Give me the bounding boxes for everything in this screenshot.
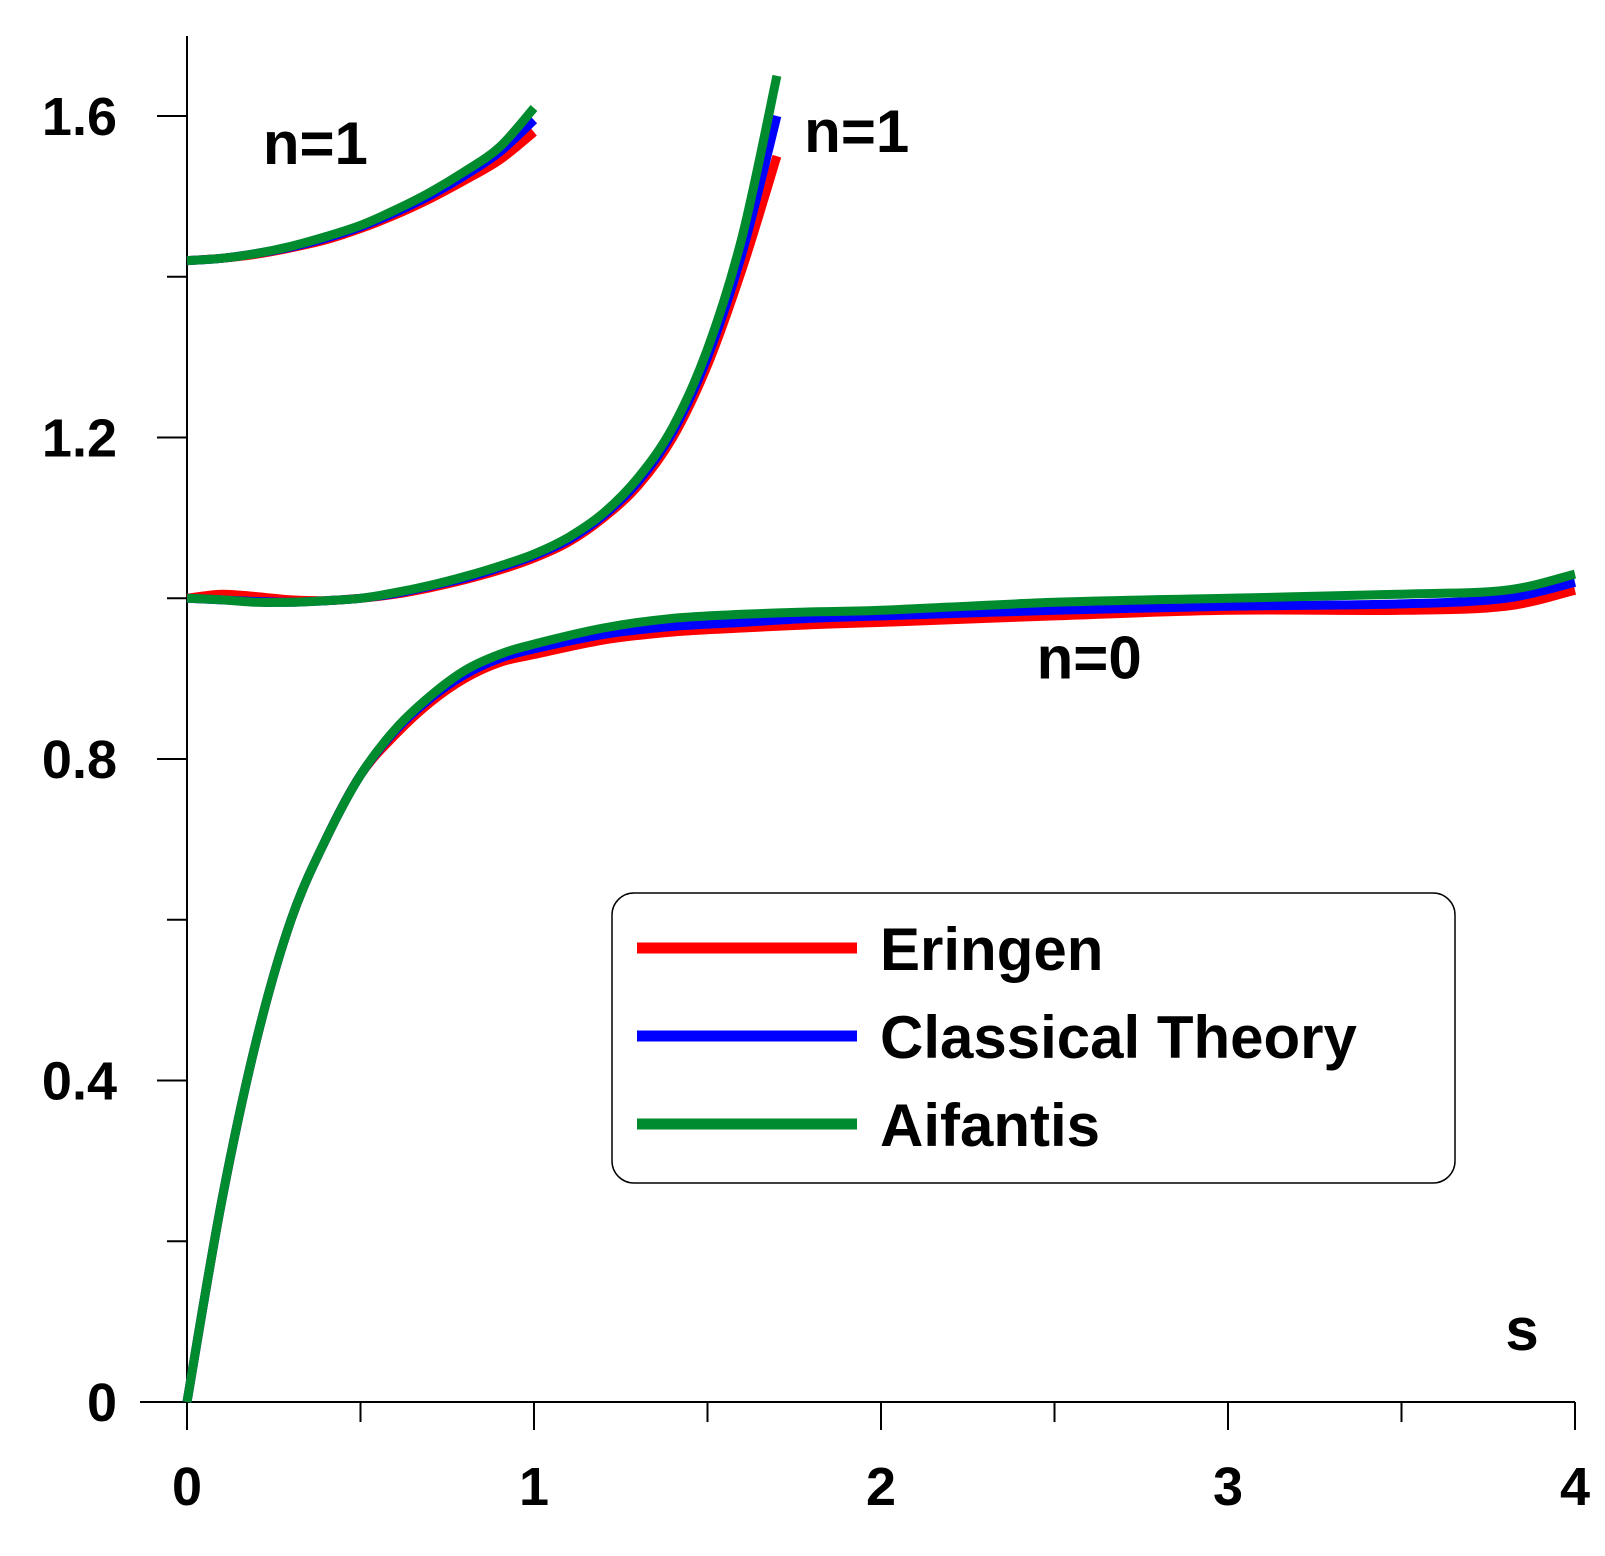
y-tick-label: 0 <box>87 1373 117 1433</box>
series-line-aifantis-n-1-lower <box>186 74 782 608</box>
y-tick-label: 1.2 <box>42 409 117 469</box>
legend-label-eringen: Eringen <box>880 916 1103 983</box>
x-tick-label: 0 <box>172 1457 202 1517</box>
series-line-aifantis-n-0 <box>182 569 1577 1403</box>
axes: 0 1 2 3 4 0 0.4 0.8 1.2 1.6 s <box>42 36 1590 1517</box>
legend-label-aifantis: Aifantis <box>880 1092 1100 1159</box>
legend: Eringen Classical Theory Aifantis <box>611 892 1456 1184</box>
annotations: n=1 n=1 n=0 <box>263 98 1142 691</box>
legend-box <box>611 892 1456 1184</box>
annotation-n-0: n=0 <box>1037 625 1142 692</box>
annotation-n-1: n=1 <box>804 98 909 165</box>
y-tick-label: 0.4 <box>42 1052 117 1112</box>
y-tick-label: 0.8 <box>42 730 117 790</box>
legend-label-classical-theory: Classical Theory <box>880 1004 1358 1071</box>
y-tick-label: 1.6 <box>42 87 117 147</box>
x-axis-label: s <box>1505 1296 1538 1363</box>
annotation-n-1: n=1 <box>263 110 368 177</box>
x-tick-label: 2 <box>866 1457 896 1517</box>
series-layer <box>182 74 1577 1403</box>
x-tick-label: 3 <box>1213 1457 1243 1517</box>
series-line-eringen-n-1-lower <box>186 154 782 606</box>
series-line-classical-theory-n-1-lower <box>186 114 782 607</box>
series-line-aifantis-n-1-upper <box>186 105 538 266</box>
x-tick-label: 4 <box>1560 1457 1590 1517</box>
x-tick-label: 1 <box>519 1457 549 1517</box>
